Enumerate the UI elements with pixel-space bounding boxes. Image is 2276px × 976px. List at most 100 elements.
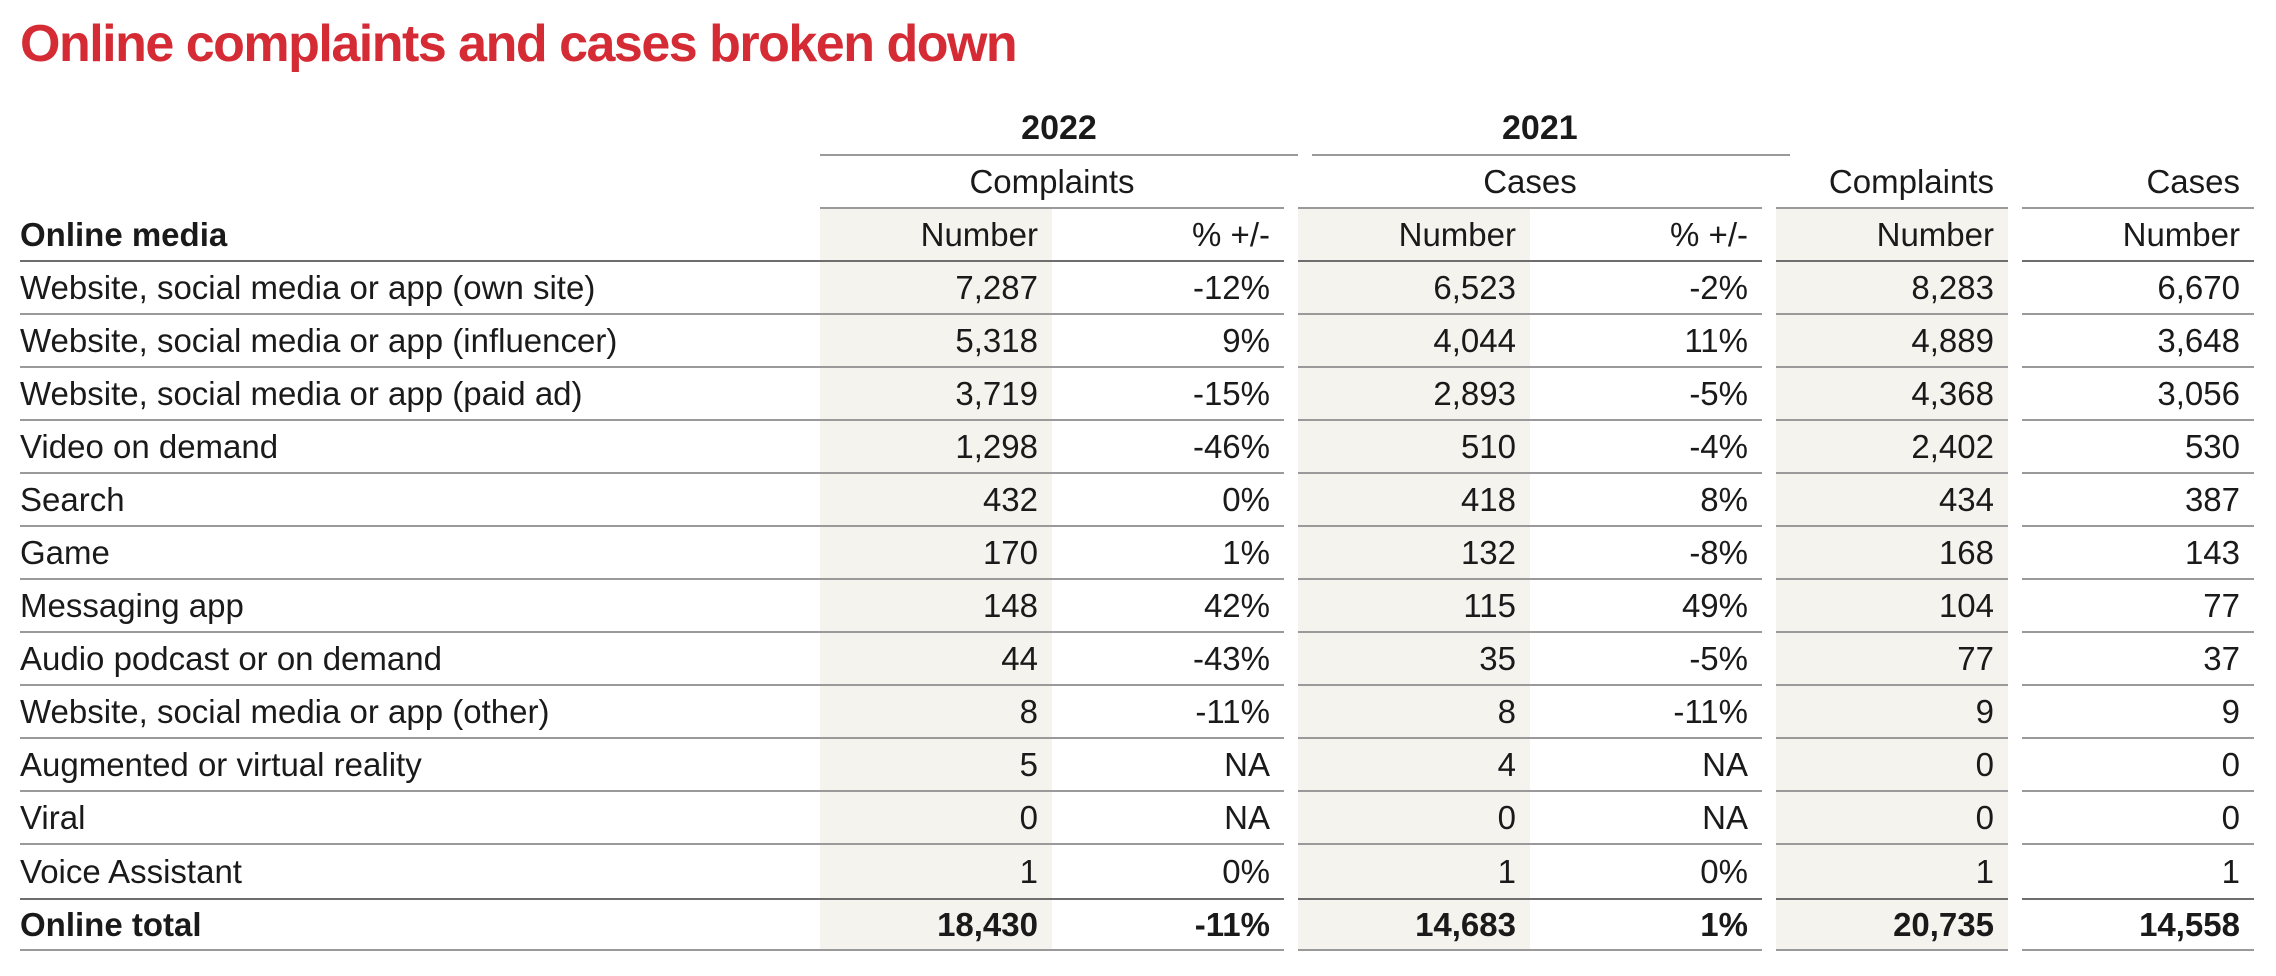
cases-2022-pct: -4% xyxy=(1530,421,1762,474)
complaints-2022-number: 1,298 xyxy=(820,421,1052,474)
table-body: Website, social media or app (own site) 7… xyxy=(20,262,2256,898)
table-row: Website, social media or app (own site) 7… xyxy=(20,262,2256,315)
row-label: Augmented or virtual reality xyxy=(20,739,820,792)
complaints-2021-number: 9 xyxy=(1776,686,2008,739)
cases-2022-header: Cases xyxy=(1298,156,1762,209)
cases-2022-pct: -5% xyxy=(1530,368,1762,421)
total-k22: 14,683 xyxy=(1298,898,1530,951)
complaints-2021-number: 0 xyxy=(1776,792,2008,845)
cases-2022-pct: -2% xyxy=(1530,262,1762,315)
complaints-2022-pct: -43% xyxy=(1052,633,1284,686)
cases-2021-header: Cases xyxy=(2022,156,2254,209)
cases-2021-number: 3,648 xyxy=(2022,315,2254,368)
complaints-2022-pct: -46% xyxy=(1052,421,1284,474)
cases-2022-pct: 11% xyxy=(1530,315,1762,368)
complaints-2022-pct: 0% xyxy=(1052,474,1284,527)
cases-2021-number: 530 xyxy=(2022,421,2254,474)
number-header: Number xyxy=(820,209,1052,262)
cases-2021-number: 0 xyxy=(2022,739,2254,792)
cases-2022-number: 0 xyxy=(1298,792,1530,845)
table-row: Messaging app 148 42% 115 49% 104 77 xyxy=(20,580,2256,633)
table-row: Website, social media or app (paid ad) 3,… xyxy=(20,368,2256,421)
complaints-2021-number: 77 xyxy=(1776,633,2008,686)
cases-2022-pct: 8% xyxy=(1530,474,1762,527)
number-header: Number xyxy=(1298,209,1530,262)
total-label: Online total xyxy=(20,898,820,951)
cases-2021-number: 9 xyxy=(2022,686,2254,739)
complaints-2022-pct: NA xyxy=(1052,739,1284,792)
total-k21: 14,558 xyxy=(2022,898,2254,951)
complaints-2022-header: Complaints xyxy=(820,156,1284,209)
online-media-header: Online media xyxy=(20,209,820,262)
table-row: Search 432 0% 418 8% 434 387 xyxy=(20,474,2256,527)
complaints-2022-pct: NA xyxy=(1052,792,1284,845)
cases-2022-number: 1 xyxy=(1298,845,1530,898)
complaints-2021-number: 4,368 xyxy=(1776,368,2008,421)
cases-2021-number: 6,670 xyxy=(2022,262,2254,315)
group-header-row: Complaints Cases Complaints Cases xyxy=(20,156,2256,209)
pct-header: % +/- xyxy=(1530,209,1762,262)
complaints-2022-number: 148 xyxy=(820,580,1052,633)
row-label: Messaging app xyxy=(20,580,820,633)
complaints-2022-number: 7,287 xyxy=(820,262,1052,315)
table-row: Website, social media or app (influencer… xyxy=(20,315,2256,368)
pct-header: % +/- xyxy=(1052,209,1284,262)
cases-2021-number: 0 xyxy=(2022,792,2254,845)
cases-2022-number: 4 xyxy=(1298,739,1530,792)
complaints-2021-number: 2,402 xyxy=(1776,421,2008,474)
complaints-2022-pct: 1% xyxy=(1052,527,1284,580)
complaints-2021-number: 0 xyxy=(1776,739,2008,792)
complaints-2022-number: 8 xyxy=(820,686,1052,739)
cases-2022-number: 35 xyxy=(1298,633,1530,686)
complaints-2022-number: 0 xyxy=(820,792,1052,845)
cases-2022-pct: 49% xyxy=(1530,580,1762,633)
complaints-2022-number: 5,318 xyxy=(820,315,1052,368)
column-header-row: Online media Number % +/- Number % +/- N… xyxy=(20,209,2256,262)
row-label: Audio podcast or on demand xyxy=(20,633,820,686)
cases-2022-number: 510 xyxy=(1298,421,1530,474)
table-row: Video on demand 1,298 -46% 510 -4% 2,402 530 xyxy=(20,421,2256,474)
complaints-2021-number: 1 xyxy=(1776,845,2008,898)
complaints-2022-pct: -12% xyxy=(1052,262,1284,315)
row-label: Website, social media or app (influencer… xyxy=(20,315,820,368)
cases-2022-number: 4,044 xyxy=(1298,315,1530,368)
total-c21: 20,735 xyxy=(1776,898,2008,951)
year-2022-header: 2022 xyxy=(820,103,1298,156)
cases-2022-pct: NA xyxy=(1530,792,1762,845)
cases-2022-number: 115 xyxy=(1298,580,1530,633)
complaints-2021-number: 8,283 xyxy=(1776,262,2008,315)
number-header: Number xyxy=(2022,209,2254,262)
year-header-row: 2022 2021 xyxy=(20,103,2256,156)
cases-2022-number: 2,893 xyxy=(1298,368,1530,421)
table-row: Viral 0 NA 0 NA 0 0 xyxy=(20,792,2256,845)
cases-2022-number: 418 xyxy=(1298,474,1530,527)
row-label: Website, social media or app (other) xyxy=(20,686,820,739)
table-row: Augmented or virtual reality 5 NA 4 NA 0 0 xyxy=(20,739,2256,792)
cases-2021-number: 1 xyxy=(2221,852,2240,890)
complaints-2022-pct: 9% xyxy=(1052,315,1284,368)
cases-2022-pct: -11% xyxy=(1530,686,1762,739)
table-row: Audio podcast or on demand 44 -43% 35 -5% 77 3… xyxy=(20,633,2256,686)
table-row: Website, social media or app (other) 8 -11… xyxy=(20,686,2256,739)
cases-2022-pct: NA xyxy=(1530,739,1762,792)
year-2021-header: 2021 xyxy=(1312,103,1790,156)
complaints-2021-number: 4,889 xyxy=(1776,315,2008,368)
cases-2021-number: 3,056 xyxy=(2022,368,2254,421)
row-label: Voice Assistant xyxy=(20,852,242,890)
complaints-table: 2022 2021 Complaints Cases Complaints Ca… xyxy=(20,103,2256,951)
cases-2021-number: 77 xyxy=(2022,580,2254,633)
cases-2021-number: 37 xyxy=(2022,633,2254,686)
row-label: Video on demand xyxy=(20,421,820,474)
complaints-2021-number: 168 xyxy=(1776,527,2008,580)
total-k22p: 1% xyxy=(1530,898,1762,951)
table-row: Voice Assistant 1 0% 1 0% 1 1 xyxy=(20,845,2256,898)
total-c22p: -11% xyxy=(1052,898,1284,951)
complaints-2022-pct: 42% xyxy=(1052,580,1284,633)
complaints-2021-number: 434 xyxy=(1776,474,2008,527)
complaints-2022-pct: -15% xyxy=(1052,368,1284,421)
complaints-2022-pct: -11% xyxy=(1052,686,1284,739)
complaints-2022-number: 1 xyxy=(820,845,1052,898)
cases-2022-number: 8 xyxy=(1298,686,1530,739)
cases-2022-pct: -8% xyxy=(1530,527,1762,580)
complaints-2022-number: 5 xyxy=(820,739,1052,792)
